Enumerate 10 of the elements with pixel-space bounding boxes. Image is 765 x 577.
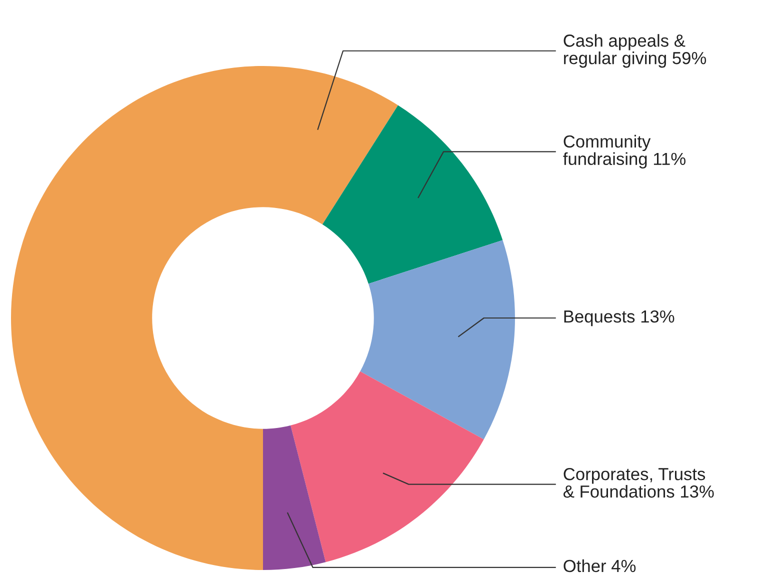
donut-slice	[290, 371, 484, 562]
donut-slice	[11, 66, 398, 570]
slice-label: Community fundraising 11%	[563, 134, 686, 168]
slice-label: Bequests 13%	[564, 310, 674, 326]
slice-label: Other 4%	[564, 559, 636, 572]
donut-slice	[322, 105, 503, 284]
slice-label: Corporates, Trusts & Foundations 13%	[563, 468, 714, 498]
donut-slice	[263, 425, 326, 570]
donut-slice	[360, 240, 515, 440]
slice-label: Cash appeals & regular giving 59%	[564, 34, 706, 68]
